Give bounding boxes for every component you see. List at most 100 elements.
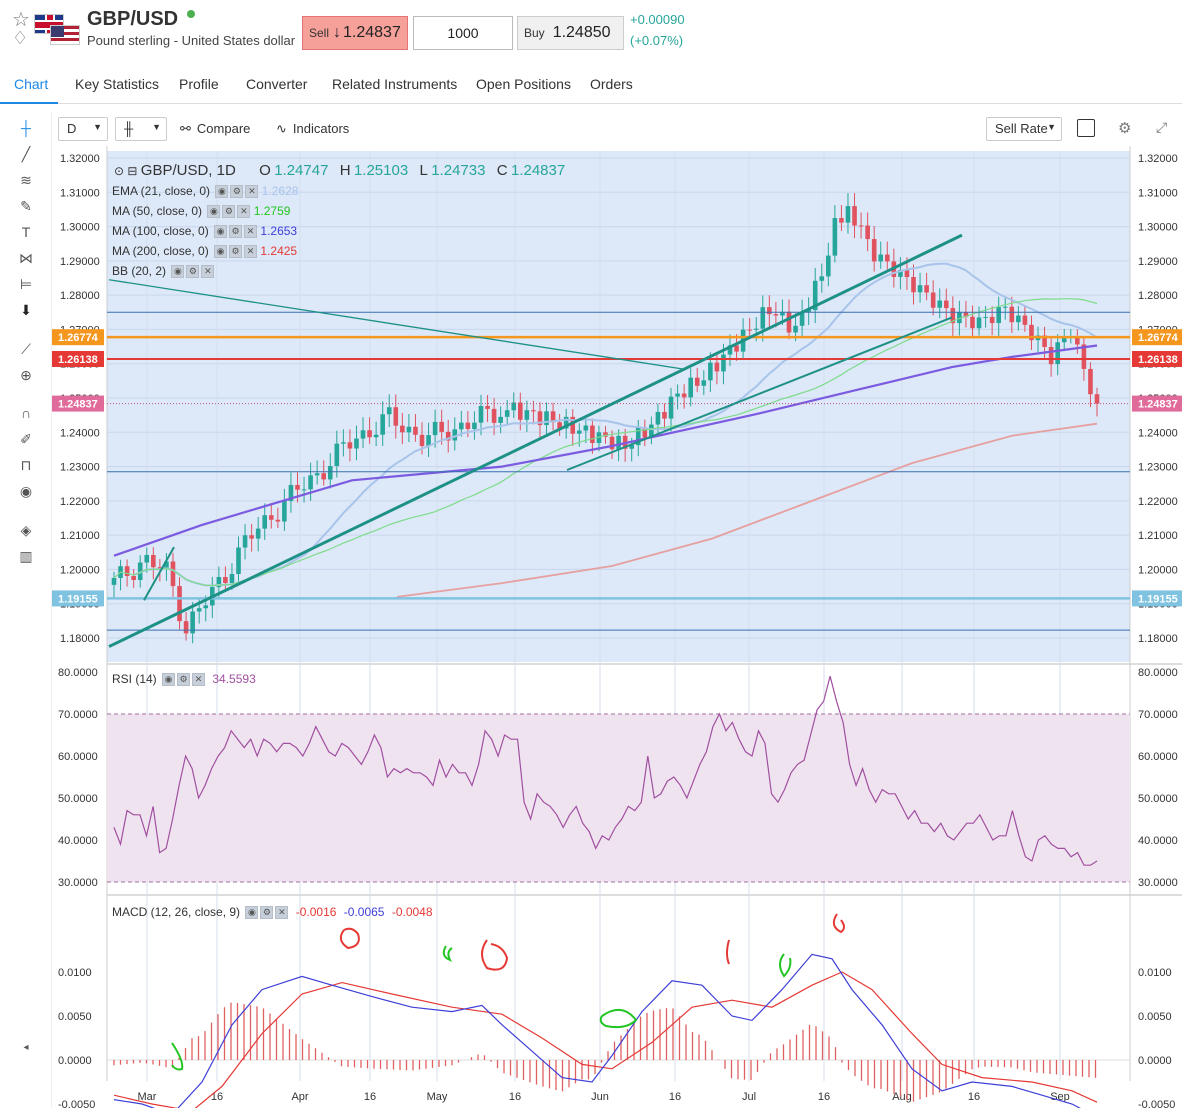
- gear-icon[interactable]: ⚙: [229, 225, 243, 239]
- tab-orders[interactable]: Orders: [590, 76, 633, 92]
- trash-icon[interactable]: ▥: [19, 548, 33, 564]
- right-macd-tick: -0.0050: [1138, 1099, 1175, 1108]
- legend-high-label: H: [339, 162, 351, 179]
- layers-icon[interactable]: ◈: [20, 522, 32, 538]
- tab-key-statistics[interactable]: Key Statistics: [75, 76, 160, 92]
- candle-body: [151, 554, 156, 568]
- chart-type-select[interactable]: ╫ ▼: [115, 117, 167, 141]
- lock-drawing-icon[interactable]: ✐: [20, 431, 32, 447]
- candle-body: [616, 435, 621, 450]
- left-price-tick: 1.20000: [60, 564, 100, 576]
- left-rsi-tick: 70.0000: [58, 709, 98, 721]
- right-price-badge: [1132, 329, 1182, 346]
- star-icon[interactable]: ☆: [12, 9, 30, 31]
- eye-icon[interactable]: ◉: [214, 245, 228, 259]
- pattern-icon[interactable]: ⋈: [19, 250, 33, 266]
- candle-body: [111, 578, 117, 585]
- eye-icon[interactable]: ◉: [19, 483, 33, 499]
- fib-icon[interactable]: ≋: [20, 172, 32, 188]
- chart-svg[interactable]: 1.32000 1.32000 1.31000 1.31000 1.30000 1.300…: [52, 146, 1182, 1113]
- candle-body: [393, 407, 399, 426]
- close-icon[interactable]: ✕: [275, 906, 289, 920]
- compare-button[interactable]: ⚯ Compare: [180, 121, 250, 137]
- arrow-down-icon[interactable]: ⬇: [20, 302, 32, 318]
- eye-icon[interactable]: ◉: [162, 673, 176, 687]
- expand-icon[interactable]: ⤢: [1156, 119, 1168, 135]
- change-absolute: +0.00090: [630, 12, 685, 27]
- settings-gear-icon[interactable]: ⚙: [1118, 120, 1132, 137]
- magnet-icon[interactable]: ∩: [20, 405, 32, 421]
- eye-icon[interactable]: ◉: [171, 265, 185, 279]
- compare-icon: ⚯: [180, 121, 191, 136]
- rsi-label: RSI (14): [112, 672, 157, 686]
- candle-body: [262, 515, 268, 529]
- chevron-down-icon: ▼: [1047, 122, 1056, 132]
- tab-chart[interactable]: Chart: [14, 76, 49, 92]
- left-price-badge-text: 1.24837: [58, 399, 98, 411]
- macd-legend: MACD (12, 26, close, 9) ◉ ⚙ ✕ -0.0016 -0.0…: [112, 905, 433, 920]
- buy-button[interactable]: Buy 1.24850: [517, 16, 624, 50]
- candle-body: [852, 206, 857, 226]
- left-macd-tick: 0.0100: [58, 967, 92, 979]
- candle-body: [662, 411, 667, 419]
- annotation-red: [339, 927, 360, 950]
- tab-related-instruments[interactable]: Related Instruments: [332, 76, 458, 92]
- lock-icon[interactable]: ⊓: [20, 457, 32, 473]
- sell-button[interactable]: Sell ↓ 1.24837: [302, 16, 408, 50]
- gear-icon[interactable]: ⚙: [230, 185, 244, 199]
- close-icon[interactable]: ✕: [244, 225, 258, 239]
- eye-icon[interactable]: ◉: [214, 225, 228, 239]
- indicators-button[interactable]: ∿ Indicators: [276, 121, 349, 137]
- gear-icon[interactable]: ⚙: [260, 906, 274, 920]
- close-icon[interactable]: ✕: [192, 673, 206, 687]
- close-icon[interactable]: ✕: [245, 185, 259, 199]
- chevron-down-icon: ▼: [93, 122, 102, 132]
- ruler-icon[interactable]: ⟋: [21, 341, 31, 357]
- left-price-badge: [52, 590, 104, 607]
- brush-icon[interactable]: ✎: [20, 198, 32, 214]
- crosshair-icon[interactable]: ┼: [21, 120, 31, 136]
- rate-mode-select[interactable]: Sell Rate ▼: [986, 117, 1062, 141]
- bell-icon[interactable]: ♢: [12, 28, 29, 48]
- right-price-badge-text: 1.26138: [1138, 354, 1178, 366]
- candle-body: [518, 402, 523, 420]
- quantity-input[interactable]: 1000: [413, 16, 513, 50]
- zoom-in-icon[interactable]: ⊕: [20, 367, 32, 383]
- right-macd-tick: 0.0000: [1138, 1055, 1172, 1067]
- tab-open-positions[interactable]: Open Positions: [476, 76, 571, 92]
- chart-area[interactable]: 1.32000 1.32000 1.31000 1.31000 1.30000 1.300…: [52, 146, 1182, 1113]
- close-icon[interactable]: ✕: [201, 265, 215, 279]
- gear-icon[interactable]: ⚙: [177, 673, 191, 687]
- instrument-tabs: Chart Key Statistics Profile Converter R…: [0, 62, 1182, 104]
- tab-profile[interactable]: Profile: [179, 76, 219, 92]
- left-price-tick: 1.22000: [60, 496, 100, 508]
- collapse-panel-icon[interactable]: ◂: [23, 1042, 29, 1053]
- tab-converter[interactable]: Converter: [246, 76, 308, 92]
- right-price-tick: 1.21000: [1138, 530, 1178, 542]
- candle-body: [1042, 335, 1047, 347]
- candle-body: [826, 255, 831, 277]
- close-icon[interactable]: ✕: [244, 245, 258, 259]
- candle-body: [845, 206, 851, 223]
- gear-icon[interactable]: ⚙: [222, 205, 236, 219]
- text-icon[interactable]: T: [21, 224, 31, 240]
- eye-icon[interactable]: ◉: [245, 906, 259, 920]
- candle-body: [727, 345, 733, 355]
- fullscreen-box-icon[interactable]: [1077, 119, 1095, 137]
- gear-icon[interactable]: ⚙: [229, 245, 243, 259]
- candle-body: [334, 443, 340, 467]
- right-price-badge-text: 1.19155: [1138, 593, 1178, 605]
- gear-icon[interactable]: ⚙: [186, 265, 200, 279]
- eye-icon[interactable]: ◉: [207, 205, 221, 219]
- trend-line-icon[interactable]: ╱: [21, 146, 31, 162]
- indicators-label: Indicators: [292, 121, 350, 136]
- left-rsi-tick: 50.0000: [58, 793, 98, 805]
- measure-icon[interactable]: ⊨: [19, 276, 33, 292]
- candle-body: [249, 535, 254, 539]
- interval-select[interactable]: D ▼: [58, 117, 108, 141]
- legend-collapse-icon[interactable]: ⊙ ⊟: [114, 164, 138, 178]
- eye-icon[interactable]: ◉: [215, 185, 229, 199]
- close-icon[interactable]: ✕: [237, 205, 251, 219]
- left-rsi-tick: 80.0000: [58, 667, 98, 679]
- macd-hist-value: -0.0016: [295, 905, 337, 919]
